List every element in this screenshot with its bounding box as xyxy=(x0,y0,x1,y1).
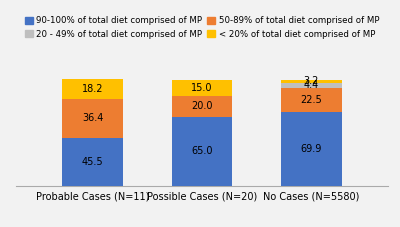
Bar xyxy=(172,96,232,117)
Text: 65.0: 65.0 xyxy=(191,146,213,156)
Text: 22.5: 22.5 xyxy=(300,95,322,105)
Text: 15.0: 15.0 xyxy=(191,83,213,93)
Bar xyxy=(281,79,342,83)
Text: 20.0: 20.0 xyxy=(191,101,213,111)
Bar xyxy=(172,79,232,96)
Legend: 90-100% of total diet comprised of MP, 20 - 49% of total diet comprised of MP, 5: 90-100% of total diet comprised of MP, 2… xyxy=(25,16,379,39)
Text: 4.4: 4.4 xyxy=(304,80,319,90)
Bar xyxy=(281,112,342,186)
Bar xyxy=(281,88,342,112)
Bar xyxy=(281,83,342,88)
Bar xyxy=(62,138,123,186)
Text: 3.2: 3.2 xyxy=(304,76,319,86)
Text: 18.2: 18.2 xyxy=(82,84,103,94)
Bar xyxy=(172,117,232,186)
Text: 69.9: 69.9 xyxy=(301,144,322,154)
Text: 36.4: 36.4 xyxy=(82,113,103,123)
Text: 45.5: 45.5 xyxy=(82,157,104,167)
Bar xyxy=(62,79,123,99)
Bar xyxy=(62,99,123,138)
